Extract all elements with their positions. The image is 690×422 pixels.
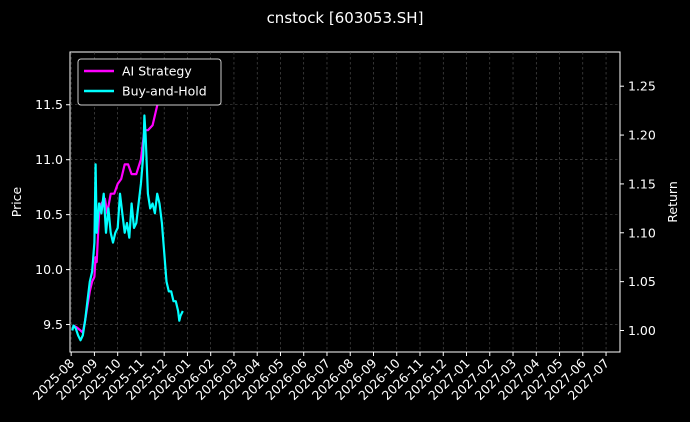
legend-label-buy-and-hold: Buy-and-Hold	[122, 84, 207, 99]
y-right-tick-label: 1.25	[628, 79, 656, 94]
y-left-tick-label: 10.0	[35, 262, 63, 277]
y-axis-right-ticks: 1.00 1.05 1.10 1.15 1.20 1.25	[620, 79, 656, 338]
y-right-tick-label: 1.10	[628, 225, 656, 240]
y-right-tick-label: 1.05	[628, 274, 656, 289]
y-right-tick-label: 1.15	[628, 176, 656, 191]
series-line-buy-and-hold	[71, 114, 184, 342]
y-axis-left-ticks: 9.5 10.0 10.5 11.0 11.5	[35, 97, 70, 332]
y-right-tick-label: 1.20	[628, 128, 656, 143]
y-axis-right-label: Return	[665, 181, 680, 222]
y-left-tick-label: 11.0	[35, 152, 63, 167]
y-left-tick-label: 10.5	[35, 207, 63, 222]
y-left-tick-label: 9.5	[43, 317, 63, 332]
y-left-tick-label: 11.5	[35, 97, 63, 112]
legend-label-ai-strategy: AI Strategy	[122, 64, 192, 79]
series-lines	[71, 74, 184, 342]
legend: AI Strategy Buy-and-Hold	[77, 58, 222, 106]
chart-title: cnstock [603053.SH]	[267, 9, 424, 27]
y-right-tick-label: 1.00	[628, 323, 656, 338]
y-axis-left-label: Price	[9, 186, 24, 217]
